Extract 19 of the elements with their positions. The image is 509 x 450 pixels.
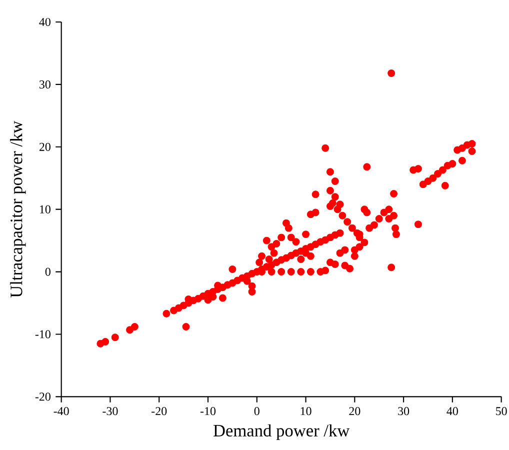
x-tick-label: -40 xyxy=(54,407,69,416)
y-tick-label: 30 xyxy=(40,80,50,89)
x-tick-label: 40 xyxy=(446,407,458,416)
x-tick-label: 50 xyxy=(496,407,507,416)
y-tick-label: -20 xyxy=(35,392,50,401)
x-axis-title: Demand power /kw xyxy=(213,424,350,440)
x-tick-label: 10 xyxy=(300,407,312,416)
y-tick-label: 20 xyxy=(39,142,50,151)
y-tick-label: -10 xyxy=(35,330,50,338)
y-tick-label: 10 xyxy=(40,205,50,214)
x-tick-label: -10 xyxy=(200,407,216,416)
y-tick-label: 0 xyxy=(45,268,50,276)
x-tick-label: -30 xyxy=(102,407,118,416)
x-tick-label: -20 xyxy=(152,407,167,416)
x-tick-label: 20 xyxy=(349,407,360,416)
x-tick-label: 0 xyxy=(254,407,260,416)
y-axis-title: Ultracapacitor power /kw xyxy=(10,120,26,298)
x-tick-label: 30 xyxy=(398,407,410,416)
y-tick-label: 40 xyxy=(39,18,50,26)
